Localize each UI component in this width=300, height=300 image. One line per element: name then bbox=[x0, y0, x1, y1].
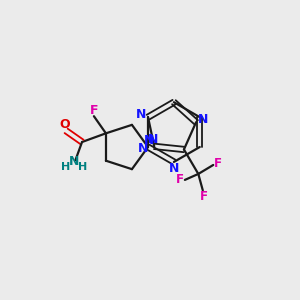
Text: N: N bbox=[144, 134, 155, 147]
Text: N: N bbox=[197, 113, 208, 126]
Text: O: O bbox=[59, 118, 70, 131]
Text: F: F bbox=[214, 157, 222, 170]
Text: N: N bbox=[69, 155, 79, 168]
Text: N: N bbox=[137, 142, 148, 155]
Text: F: F bbox=[176, 173, 184, 186]
Text: H: H bbox=[61, 162, 70, 172]
Text: F: F bbox=[200, 190, 208, 203]
Text: N: N bbox=[169, 162, 179, 175]
Text: H: H bbox=[78, 162, 88, 172]
Text: N: N bbox=[148, 133, 158, 146]
Text: F: F bbox=[90, 104, 98, 117]
Text: N: N bbox=[135, 108, 146, 121]
